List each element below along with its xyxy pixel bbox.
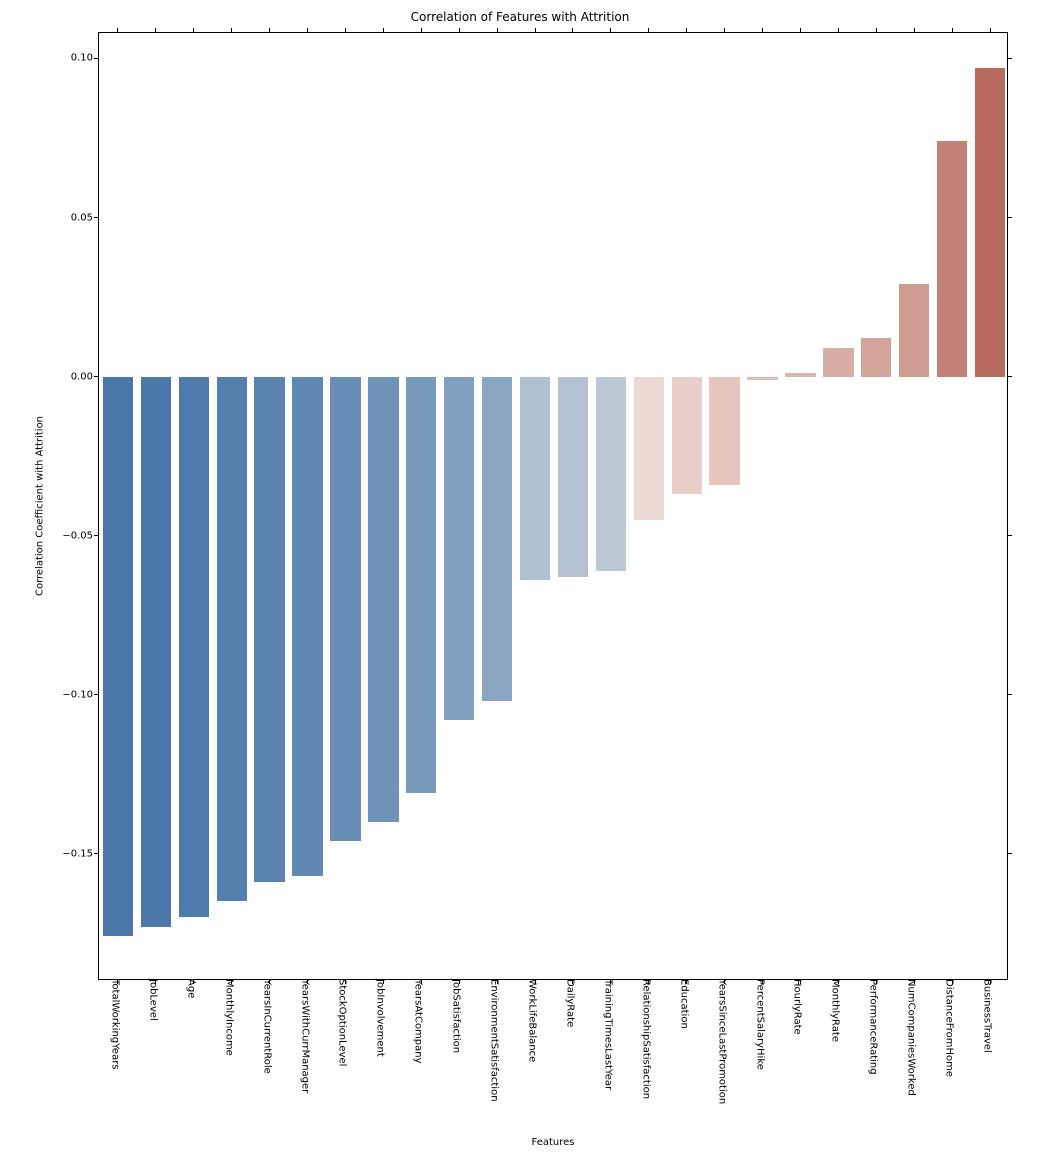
xtick-mark [383, 28, 384, 33]
ytick-label: 0.05 [71, 212, 99, 223]
xtick-mark [269, 28, 270, 33]
xtick-mark [686, 28, 687, 33]
xtick-label: RelationshipSatisfaction [640, 979, 657, 1099]
ytick-mark [1007, 58, 1012, 59]
bar [520, 377, 550, 581]
bar [975, 68, 1005, 377]
xtick-label: Age [185, 979, 202, 998]
bar [179, 377, 209, 918]
bar [558, 377, 588, 577]
xtick-label: YearsSinceLastPromotion [716, 979, 733, 1104]
xtick-label: DistanceFromHome [944, 979, 961, 1077]
ytick-label: −0.10 [62, 689, 99, 700]
ytick-mark [1007, 694, 1012, 695]
xtick-label: PercentSalaryHike [754, 979, 771, 1070]
bar [634, 377, 664, 520]
xtick-mark [876, 28, 877, 33]
xtick-mark [193, 28, 194, 33]
xtick-label: StockOptionLevel [337, 979, 354, 1066]
bar [368, 377, 398, 822]
ytick-mark [1007, 853, 1012, 854]
bar [861, 338, 891, 376]
bar [444, 377, 474, 721]
bar [141, 377, 171, 927]
xtick-mark [155, 28, 156, 33]
xtick-mark [610, 28, 611, 33]
ytick-mark [1007, 535, 1012, 536]
bar [103, 377, 133, 937]
xtick-mark [421, 28, 422, 33]
bar [406, 377, 436, 794]
xtick-mark [838, 28, 839, 33]
xtick-mark [535, 28, 536, 33]
xtick-mark [572, 28, 573, 33]
xtick-label: DailyRate [564, 979, 581, 1027]
xtick-label: MonthlyIncome [223, 979, 240, 1056]
xtick-mark [952, 28, 953, 33]
bar [709, 377, 739, 485]
correlation-bar-chart: Correlation of Features with Attrition −… [0, 0, 1040, 1168]
ytick-label: −0.05 [62, 530, 99, 541]
y-axis-label: Correlation Coefficient with Attrition [35, 416, 46, 596]
bar [254, 377, 284, 883]
x-axis-label: Features [532, 1137, 575, 1148]
bar [823, 348, 853, 377]
xtick-label: MonthlyRate [830, 979, 847, 1042]
bar [747, 377, 777, 380]
xtick-mark [231, 28, 232, 33]
plot-area: −0.15−0.10−0.050.000.050.10TotalWorkingY… [98, 32, 1008, 980]
ytick-label: 0.10 [71, 53, 99, 64]
xtick-label: YearsAtCompany [413, 979, 430, 1064]
xtick-mark [117, 28, 118, 33]
xtick-mark [762, 28, 763, 33]
xtick-label: NumCompaniesWorked [906, 979, 923, 1096]
bar [785, 373, 815, 376]
bar [217, 377, 247, 902]
xtick-mark [345, 28, 346, 33]
ytick-label: 0.00 [71, 371, 99, 382]
xtick-mark [307, 28, 308, 33]
bar [899, 284, 929, 376]
xtick-label: WorkLifeBalance [527, 979, 544, 1062]
xtick-label: EnvironmentSatisfaction [489, 979, 506, 1102]
xtick-mark [497, 28, 498, 33]
xtick-mark [800, 28, 801, 33]
ytick-label: −0.15 [62, 848, 99, 859]
xtick-mark [648, 28, 649, 33]
xtick-mark [914, 28, 915, 33]
bar [672, 377, 702, 495]
ytick-mark [1007, 376, 1012, 377]
xtick-mark [724, 28, 725, 33]
bar [482, 377, 512, 701]
xtick-label: JobInvolvement [375, 979, 392, 1057]
xtick-label: TotalWorkingYears [109, 979, 126, 1070]
xtick-label: BusinessTravel [982, 979, 999, 1053]
xtick-label: HourlyRate [792, 979, 809, 1035]
bar [330, 377, 360, 841]
xtick-label: PerformanceRating [868, 979, 885, 1075]
chart-title: Correlation of Features with Attrition [0, 10, 1040, 24]
xtick-label: JobLevel [147, 979, 164, 1021]
ytick-mark [1007, 217, 1012, 218]
xtick-label: YearsInCurrentRole [261, 979, 278, 1074]
xtick-label: YearsWithCurrManager [299, 979, 316, 1093]
xtick-label: Education [678, 979, 695, 1029]
xtick-mark [990, 28, 991, 33]
xtick-mark [459, 28, 460, 33]
xtick-label: JobSatisfaction [451, 979, 468, 1053]
bar [596, 377, 626, 571]
bar [937, 141, 967, 376]
xtick-label: TrainingTimesLastYear [602, 979, 619, 1090]
bar [292, 377, 322, 876]
